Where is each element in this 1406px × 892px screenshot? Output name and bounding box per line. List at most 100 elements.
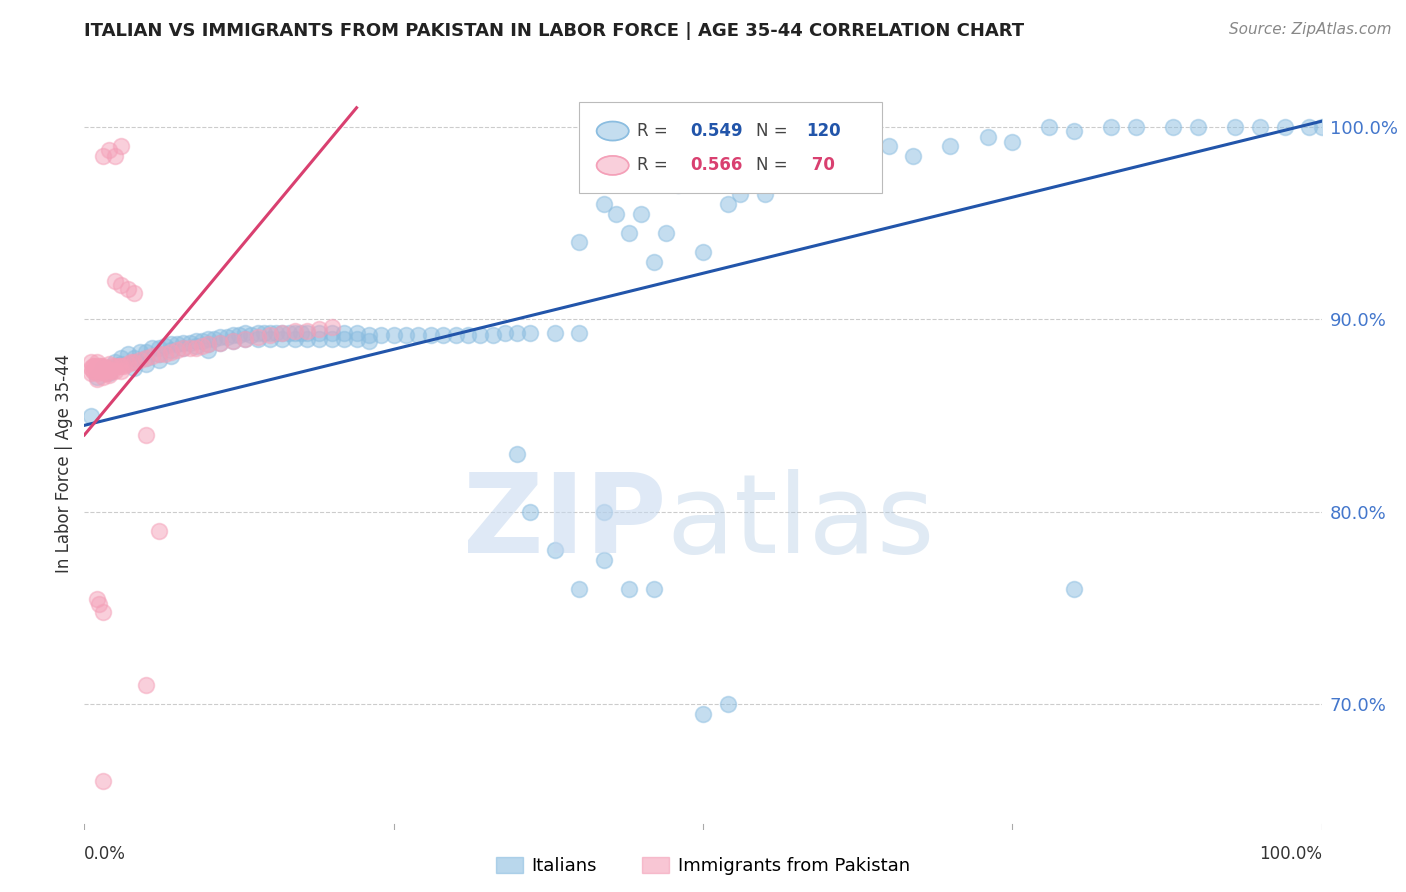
Point <box>568 582 591 596</box>
Point <box>1038 120 1060 134</box>
Point <box>166 337 188 351</box>
Point <box>233 332 256 346</box>
Point <box>271 326 294 340</box>
Point <box>89 359 111 373</box>
Point <box>939 139 962 153</box>
Point <box>172 335 194 350</box>
Point <box>346 326 368 340</box>
Point <box>96 367 118 381</box>
Point <box>481 327 503 342</box>
Point <box>135 357 157 371</box>
Point <box>519 326 541 340</box>
Point <box>395 327 418 342</box>
Point <box>122 285 145 300</box>
Point <box>419 327 441 342</box>
Point <box>91 774 114 789</box>
Point <box>110 364 132 378</box>
Point <box>643 254 665 268</box>
Point <box>112 359 135 373</box>
Point <box>179 342 201 356</box>
Point <box>86 370 108 384</box>
Point <box>264 326 287 340</box>
Point <box>1125 120 1147 134</box>
Point <box>643 582 665 596</box>
Point <box>593 553 616 567</box>
Point <box>370 327 392 342</box>
Point <box>470 327 492 342</box>
Point <box>79 355 101 369</box>
Point <box>122 360 145 375</box>
Point <box>89 364 111 378</box>
Point <box>86 355 108 369</box>
Point <box>117 282 139 296</box>
Text: N =: N = <box>756 122 793 140</box>
Point <box>166 343 188 358</box>
Point <box>284 332 307 346</box>
Point <box>259 327 281 342</box>
Point <box>104 359 127 373</box>
Point <box>357 334 380 348</box>
Point <box>432 327 454 342</box>
Point <box>382 327 405 342</box>
Point <box>1161 120 1184 134</box>
Point <box>100 364 122 378</box>
Point <box>89 359 111 373</box>
Point <box>94 367 117 381</box>
Point <box>240 327 263 342</box>
Point <box>630 206 652 220</box>
Point <box>277 326 299 340</box>
Point <box>408 327 430 342</box>
Point <box>141 349 163 363</box>
Point <box>110 277 132 292</box>
Point <box>197 343 219 358</box>
Point <box>91 149 114 163</box>
Point <box>1001 136 1024 150</box>
Text: R =: R = <box>637 122 673 140</box>
Text: 120: 120 <box>806 122 841 140</box>
Point <box>83 359 105 373</box>
Point <box>135 678 157 692</box>
Point <box>290 326 312 340</box>
Point <box>91 605 114 619</box>
Point <box>110 351 132 365</box>
Point <box>903 149 925 163</box>
Text: ITALIAN VS IMMIGRANTS FROM PAKISTAN IN LABOR FORCE | AGE 35-44 CORRELATION CHART: ITALIAN VS IMMIGRANTS FROM PAKISTAN IN L… <box>84 22 1025 40</box>
Point <box>284 324 307 338</box>
Point <box>86 591 108 606</box>
Point <box>308 322 330 336</box>
Point <box>209 335 232 350</box>
Point <box>259 332 281 346</box>
FancyBboxPatch shape <box>579 102 883 194</box>
Point <box>779 168 801 182</box>
Point <box>110 357 132 371</box>
Point <box>295 324 318 338</box>
Point <box>877 139 900 153</box>
Point <box>197 337 219 351</box>
Point <box>184 339 207 353</box>
Y-axis label: In Labor Force | Age 35-44: In Labor Force | Age 35-44 <box>55 354 73 574</box>
Point <box>184 342 207 356</box>
Point <box>215 330 238 344</box>
Point <box>1063 124 1085 138</box>
Point <box>284 326 307 340</box>
Point <box>91 359 114 373</box>
Point <box>122 351 145 365</box>
Point <box>89 598 111 612</box>
Point <box>655 226 678 240</box>
Point <box>117 357 139 371</box>
Point <box>122 355 145 369</box>
Point <box>184 334 207 348</box>
Point <box>1310 120 1333 134</box>
Point <box>233 332 256 346</box>
Point <box>135 428 157 442</box>
Point <box>153 347 176 361</box>
Point <box>209 330 232 344</box>
Text: Source: ZipAtlas.com: Source: ZipAtlas.com <box>1229 22 1392 37</box>
Point <box>110 359 132 373</box>
Point <box>141 342 163 356</box>
Circle shape <box>596 156 628 175</box>
Point <box>110 139 132 153</box>
Point <box>98 143 121 157</box>
Point <box>593 505 616 519</box>
Point <box>222 334 245 348</box>
